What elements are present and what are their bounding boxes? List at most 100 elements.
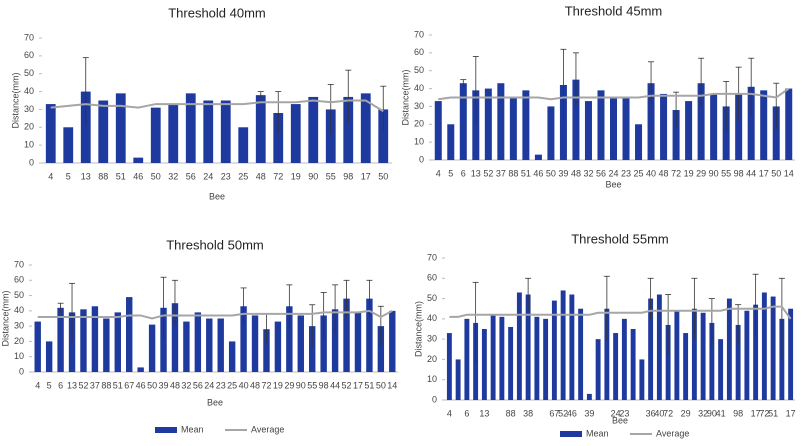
bar: [137, 367, 144, 372]
bar: [255, 95, 266, 163]
x-tick-label: 90: [709, 168, 719, 178]
chart-panel: Threshold 55mm 0 10 20 30 40 50 60 70 Distance(mm…: [413, 231, 795, 438]
x-tick-label: 32: [181, 380, 191, 390]
bar: [744, 310, 750, 400]
bar: [761, 292, 767, 400]
bar: [57, 307, 64, 372]
x-tick-label: 51: [768, 408, 778, 418]
bar: [660, 93, 668, 160]
bar: [133, 157, 144, 163]
y-tick-label: 0: [19, 366, 24, 376]
y-tick-label: 70: [427, 252, 437, 262]
y-tick-label: 30: [427, 334, 437, 344]
bar: [770, 296, 776, 400]
bar: [735, 93, 743, 160]
bar: [150, 107, 161, 163]
bar: [91, 306, 99, 372]
y-axis-label: Distance(mm): [400, 69, 410, 125]
y-axis-label: Distance(mm): [413, 301, 423, 357]
y-tick-label: 30: [24, 104, 34, 114]
bar: [447, 124, 455, 160]
y-tick-label: 30: [14, 321, 24, 331]
bar: [547, 106, 555, 160]
x-tick-label: 50: [771, 168, 781, 178]
x-axis-label: Bee: [209, 191, 225, 201]
x-tick-label: 51: [113, 380, 123, 390]
bar: [459, 83, 467, 160]
bar: [534, 154, 542, 160]
y-tick-label: 70: [14, 259, 24, 269]
bar: [378, 109, 389, 163]
average-line: [50, 99, 384, 113]
bar: [609, 97, 618, 160]
y-tick-label: 20: [14, 336, 24, 346]
bar: [595, 339, 601, 400]
bar: [194, 312, 202, 372]
y-axis-label: Distance(mm): [10, 72, 20, 128]
bar: [490, 314, 496, 400]
bar: [499, 316, 505, 400]
x-tick-label: 29: [696, 168, 706, 178]
x-tick-label: 24: [204, 380, 214, 390]
y-tick-label: 40: [24, 86, 34, 96]
x-tick-label: 67: [549, 408, 559, 418]
x-tick-label: 23: [619, 408, 629, 418]
x-tick-label: 44: [746, 168, 756, 178]
x-tick-label: 98: [343, 171, 353, 181]
x-tick-label: 67: [124, 380, 134, 390]
x-tick-label: 48: [571, 168, 581, 178]
x-tick-label: 13: [471, 168, 481, 178]
x-tick-label: 39: [584, 408, 594, 418]
average-line: [438, 87, 790, 101]
bar: [525, 294, 531, 400]
bar: [160, 307, 167, 372]
x-tick-label: 29: [681, 408, 691, 418]
bar: [115, 93, 126, 163]
legend-label: Mean: [586, 428, 609, 438]
y-tick-label: 60: [14, 275, 24, 285]
y-tick-label: 60: [427, 273, 437, 283]
bar: [572, 79, 580, 160]
bar: [697, 83, 705, 160]
y-tick-label: 70: [414, 29, 424, 39]
y-tick-label: 50: [24, 68, 34, 78]
bar: [559, 85, 567, 160]
bar: [343, 298, 350, 372]
y-tick-label: 60: [414, 47, 424, 57]
bar: [630, 329, 636, 400]
bar: [343, 96, 354, 163]
y-tick-label: 40: [414, 83, 424, 93]
y-tick-label: 20: [24, 122, 34, 132]
y-tick-label: 40: [14, 305, 24, 315]
bar: [45, 104, 56, 163]
x-tick-label: 40: [654, 408, 664, 418]
x-tick-label: 88: [98, 171, 108, 181]
x-tick-label: 24: [608, 168, 618, 178]
chart-title: Threshold 50mm: [166, 237, 264, 252]
x-tick-label: 23: [216, 380, 226, 390]
x-tick-label: 5: [448, 168, 453, 178]
bar: [80, 309, 87, 372]
bar: [217, 318, 224, 372]
x-tick-label: 88: [506, 408, 516, 418]
legend-label: Average: [251, 424, 284, 434]
bar: [366, 298, 373, 372]
bar: [185, 93, 196, 163]
bar: [685, 101, 693, 160]
bar: [286, 306, 293, 372]
x-tick-label: 90: [308, 171, 318, 181]
x-tick-label: 72: [671, 168, 681, 178]
bar: [273, 113, 284, 163]
bar: [726, 298, 732, 400]
x-tick-label: 13: [67, 380, 77, 390]
bar: [551, 300, 557, 400]
bar: [718, 339, 724, 400]
x-axis-label: Bee: [612, 415, 628, 425]
bar: [635, 124, 643, 160]
x-tick-label: 50: [546, 168, 556, 178]
x-tick-label: 19: [273, 380, 283, 390]
y-tick-label: 40: [427, 313, 437, 323]
x-tick-label: 46: [133, 171, 143, 181]
bar: [709, 322, 715, 400]
chart-panel: Threshold 45mm 0 10 20 30 40 50 60 70 Distance(mm…: [400, 3, 795, 189]
